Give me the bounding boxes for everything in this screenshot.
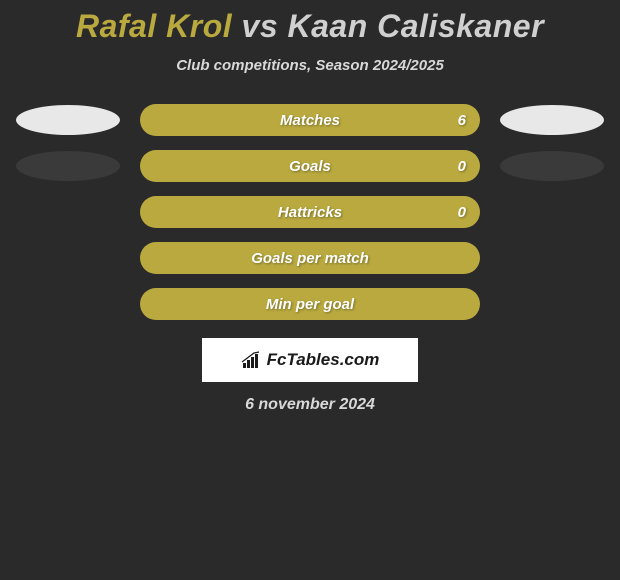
stat-row: Matches 6 — [8, 104, 612, 136]
date-text: 6 november 2024 — [0, 396, 620, 414]
stat-bar: Goals 0 — [140, 150, 480, 182]
stat-row: Hattricks 0 — [8, 196, 612, 228]
stat-label: Matches — [280, 112, 340, 129]
logo-label: FcTables.com — [267, 350, 380, 370]
stat-row: Goals per match — [8, 242, 612, 274]
subtitle: Club competitions, Season 2024/2025 — [0, 57, 620, 74]
stat-value: 0 — [458, 204, 466, 221]
logo: FcTables.com — [202, 338, 418, 382]
stat-label: Hattricks — [278, 204, 342, 221]
stat-bar: Matches 6 — [140, 104, 480, 136]
stat-value: 6 — [458, 112, 466, 129]
stat-label: Min per goal — [266, 296, 354, 313]
comparison-widget: Rafal Krol vs Kaan Caliskaner Club compe… — [0, 0, 620, 414]
player2-name: Kaan Caliskaner — [288, 8, 545, 44]
player1-ellipse — [16, 105, 120, 135]
player1-ellipse — [16, 151, 120, 181]
vs-text: vs — [242, 8, 279, 44]
logo-text: FcTables.com — [241, 350, 380, 370]
stat-label: Goals — [289, 158, 331, 175]
chart-icon — [241, 351, 263, 369]
stat-bar: Min per goal — [140, 288, 480, 320]
stat-row: Min per goal — [8, 288, 612, 320]
stat-bar: Hattricks 0 — [140, 196, 480, 228]
stat-bar: Goals per match — [140, 242, 480, 274]
stat-label: Goals per match — [251, 250, 369, 267]
player2-ellipse — [500, 151, 604, 181]
stat-value: 0 — [458, 158, 466, 175]
player1-name: Rafal Krol — [76, 8, 232, 44]
stat-rows: Matches 6 Goals 0 Hattricks 0 Goals — [0, 104, 620, 320]
page-title: Rafal Krol vs Kaan Caliskaner — [0, 8, 620, 45]
stat-row: Goals 0 — [8, 150, 612, 182]
player2-ellipse — [500, 105, 604, 135]
